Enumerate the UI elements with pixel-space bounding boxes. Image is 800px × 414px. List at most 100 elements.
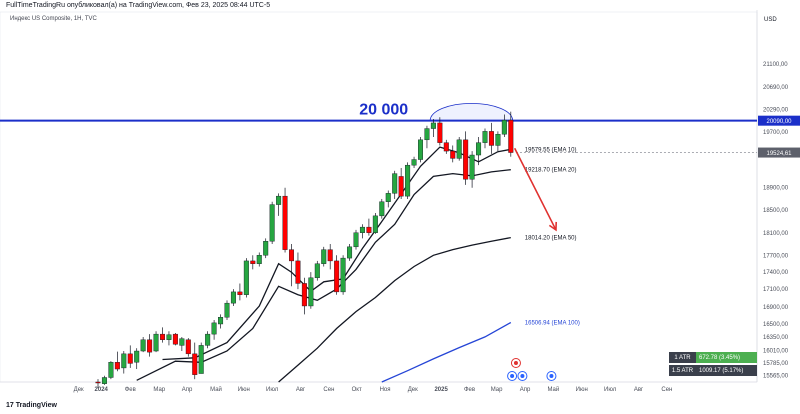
- candle-body: [147, 339, 153, 353]
- candle-body: [192, 353, 198, 375]
- y-tick-label: 20290,00: [763, 107, 789, 113]
- candle: [108, 361, 114, 380]
- candle: [418, 137, 424, 163]
- candle: [295, 252, 301, 290]
- event-icon-dot: [520, 374, 525, 378]
- candle-body: [230, 291, 236, 304]
- candle: [282, 187, 288, 253]
- x-tick-label: Ноя: [380, 387, 391, 393]
- x-tick-label: Мар: [491, 387, 503, 393]
- candle-body: [450, 150, 456, 159]
- candle-body: [108, 362, 114, 378]
- candle-body: [308, 277, 314, 307]
- candle: [179, 336, 185, 352]
- candle: [463, 131, 469, 185]
- atr-row-1: 1 ATR 672.78 (3.45%): [669, 352, 757, 363]
- atr-label: 1.5 ATR: [669, 365, 696, 376]
- candle: [140, 336, 146, 353]
- candle-body: [476, 142, 482, 156]
- level-axis-label: 20090,00: [766, 119, 792, 125]
- candle: [411, 156, 417, 168]
- candle: [308, 272, 314, 309]
- candle-body: [263, 240, 269, 256]
- candle: [508, 111, 514, 157]
- forecast-arrowhead: [548, 221, 558, 232]
- candle: [443, 139, 449, 154]
- candle: [327, 244, 333, 270]
- candle: [237, 283, 243, 301]
- candle-body: [250, 260, 256, 264]
- candle: [224, 300, 230, 321]
- candle: [289, 244, 295, 287]
- candle-body: [166, 334, 172, 340]
- candle: [301, 277, 307, 315]
- y-tick-label: 20690,00: [763, 85, 789, 91]
- candle: [456, 137, 462, 161]
- candle-body: [256, 255, 262, 264]
- candle: [488, 122, 494, 154]
- tradingview-logo[interactable]: 17 TradingView: [6, 402, 57, 409]
- x-tick-label: Июн: [576, 387, 588, 393]
- y-tick-label: 17400,00: [763, 270, 789, 276]
- y-tick-label: 16500,00: [763, 322, 789, 328]
- candle-body: [295, 260, 301, 284]
- atr-value: 672.78 (3.45%): [696, 352, 757, 363]
- candle: [450, 145, 456, 163]
- candle-body: [418, 139, 424, 160]
- candle-body: [101, 377, 107, 384]
- x-tick-label: Июн: [238, 387, 250, 393]
- candle-body: [469, 154, 475, 180]
- candle-body: [398, 176, 404, 197]
- candle-body: [353, 232, 359, 248]
- candle: [476, 137, 482, 166]
- candle: [218, 314, 224, 329]
- y-tick-label: 15785,00: [763, 361, 789, 367]
- candle-body: [218, 317, 224, 325]
- brand-name: TradingView: [15, 402, 57, 409]
- candle: [379, 198, 385, 219]
- y-tick-label: 17100,00: [763, 287, 789, 293]
- candle-body: [159, 333, 165, 340]
- candle-body: [379, 201, 385, 217]
- ema-label: 19579.55 (EMA 10): [525, 147, 577, 153]
- candle: [392, 170, 398, 199]
- ema-line: [381, 321, 512, 383]
- currency-label: USD: [764, 17, 777, 23]
- x-tick-label: Дек: [408, 387, 418, 393]
- x-tick-label: Дек: [74, 387, 84, 393]
- x-tick-label: 2024: [95, 387, 109, 393]
- x-tick-label: Авг: [296, 387, 306, 393]
- candle-body: [121, 353, 127, 369]
- forecast-arrow: [513, 147, 557, 231]
- y-tick-label: 19700,00: [763, 130, 789, 136]
- candle-body: [456, 139, 462, 159]
- candle: [495, 131, 501, 152]
- ema-label: 19218.70 (EMA 20): [525, 168, 577, 174]
- candle-body: [153, 333, 159, 352]
- candle: [482, 128, 488, 149]
- candle-body: [95, 381, 101, 384]
- candle: [134, 348, 140, 370]
- candle-body: [340, 257, 346, 293]
- candle-body: [501, 119, 507, 135]
- candle: [334, 255, 340, 295]
- atr-label: 1 ATR: [669, 352, 696, 363]
- x-tick-label: 2025: [434, 387, 448, 393]
- symbol-legend[interactable]: Индекс US Composite, 1Н, TVC: [10, 16, 97, 22]
- y-tick-label: 15565,00: [763, 374, 789, 380]
- candle-body: [430, 122, 436, 129]
- candle: [185, 338, 191, 357]
- candle: [250, 255, 256, 270]
- ema-label: 18014.20 (EMA 50): [525, 236, 577, 242]
- candle-body: [237, 291, 243, 295]
- candle-body: [276, 195, 282, 205]
- x-tick-label: Авг: [634, 387, 644, 393]
- candle-body: [495, 133, 501, 146]
- candle-body: [443, 142, 449, 152]
- candle-body: [127, 353, 133, 364]
- candle: [424, 125, 430, 149]
- candle-body: [385, 193, 391, 202]
- candle: [398, 167, 404, 199]
- event-icon-dot: [549, 374, 554, 378]
